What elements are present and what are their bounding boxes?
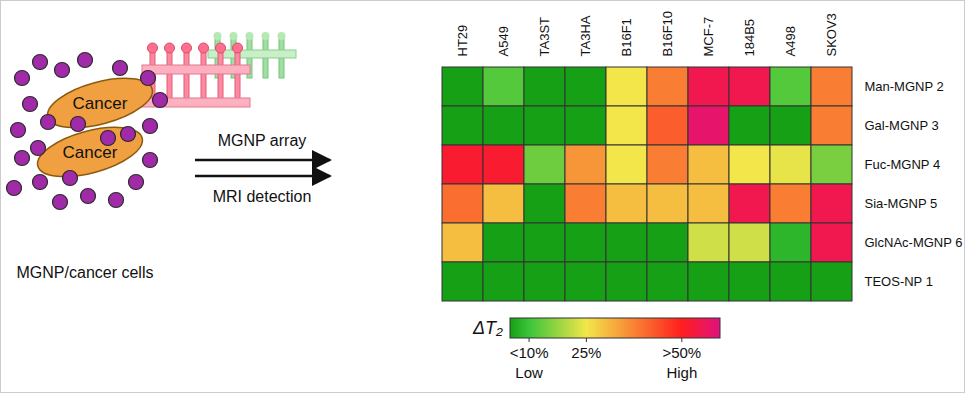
- svg-text:A498: A498: [783, 26, 798, 56]
- svg-text:TA3ST: TA3ST: [537, 17, 552, 57]
- svg-text:B16F1: B16F1: [619, 18, 634, 56]
- svg-text:184B5: 184B5: [742, 19, 757, 57]
- svg-text:High: High: [666, 364, 697, 381]
- svg-text:Gal-MGNP 3: Gal-MGNP 3: [865, 118, 939, 133]
- svg-text:Cancer: Cancer: [73, 94, 128, 113]
- svg-text:ΔT₂: ΔT₂: [472, 318, 503, 338]
- svg-text:HT29: HT29: [455, 25, 470, 57]
- svg-text:MGNP array: MGNP array: [218, 132, 307, 149]
- svg-text:Fuc-MGNP 4: Fuc-MGNP 4: [865, 157, 941, 172]
- svg-text:SKOV3: SKOV3: [824, 13, 839, 56]
- svg-text:Low: Low: [515, 364, 543, 381]
- svg-text:>50%: >50%: [662, 344, 701, 361]
- svg-text:25%: 25%: [571, 344, 601, 361]
- svg-text:MCF-7: MCF-7: [701, 17, 716, 57]
- svg-text:Man-MGNP 2: Man-MGNP 2: [865, 79, 944, 94]
- svg-text:MRI detection: MRI detection: [213, 188, 312, 205]
- svg-text:MGNP/cancer cells: MGNP/cancer cells: [17, 264, 154, 281]
- svg-text:B16F10: B16F10: [660, 11, 675, 57]
- svg-text:Sia-MGNP 5: Sia-MGNP 5: [865, 196, 938, 211]
- svg-text:TA3HA: TA3HA: [578, 15, 593, 56]
- svg-text:GlcNAc-MGNP 6: GlcNAc-MGNP 6: [865, 235, 963, 250]
- svg-text:Cancer: Cancer: [62, 143, 118, 162]
- svg-text:A549: A549: [496, 26, 511, 56]
- svg-text:<10%: <10%: [510, 344, 549, 361]
- svg-text:TEOS-NP 1: TEOS-NP 1: [865, 274, 933, 289]
